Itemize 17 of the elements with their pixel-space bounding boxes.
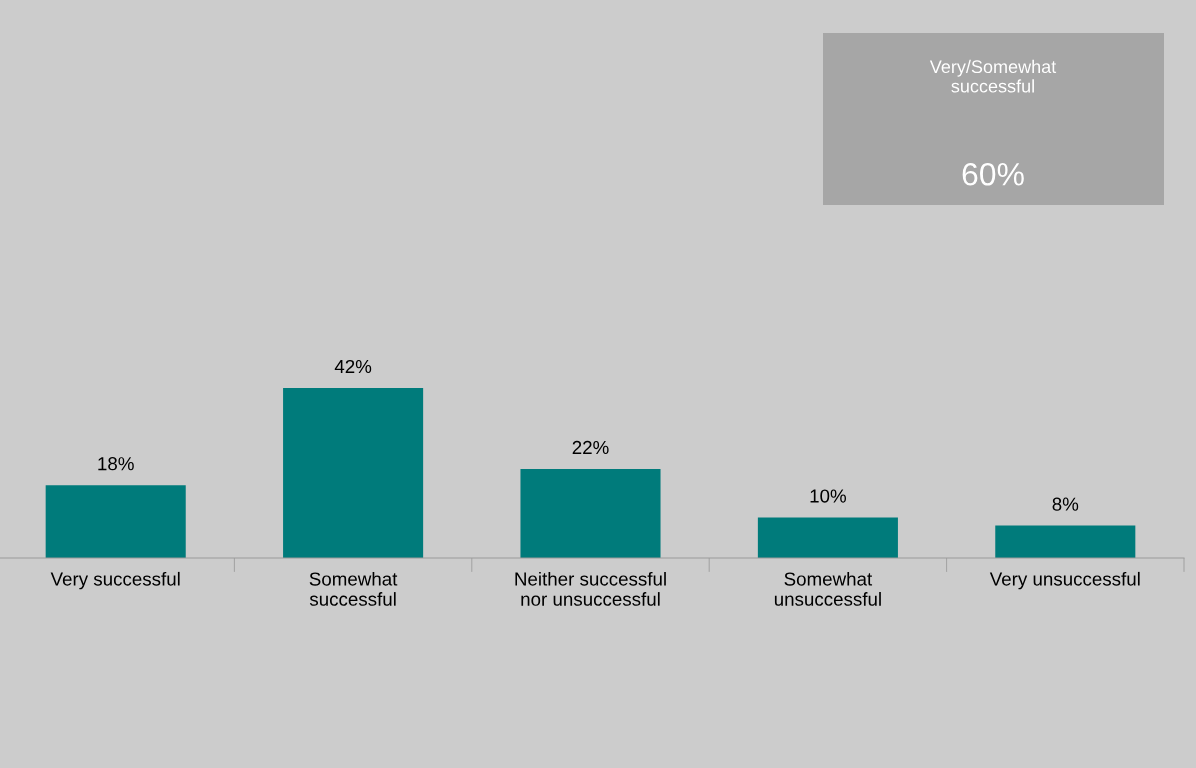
x-tick-label: Very unsuccessful (989, 571, 1140, 590)
text: Very/Somewhat successful (929, 59, 1057, 93)
bar (45, 485, 186, 558)
text: 60% (962, 162, 1024, 186)
bar (995, 525, 1136, 558)
bar (283, 388, 424, 558)
data-label: 10% (810, 489, 846, 503)
data-label: 18% (98, 457, 134, 471)
bar (757, 517, 898, 558)
data-label: 42% (334, 359, 372, 374)
bar (520, 468, 661, 558)
x-tick-label: Very successful (50, 571, 180, 590)
x-tick-label: Somewhat unsuccessful (774, 571, 881, 606)
x-tick-label: Neither successful nor unsuccessful (515, 571, 666, 606)
data-label: 22% (572, 440, 609, 455)
data-label: 8% (1052, 497, 1079, 511)
x-tick-label: Somewhat successful (309, 571, 398, 606)
